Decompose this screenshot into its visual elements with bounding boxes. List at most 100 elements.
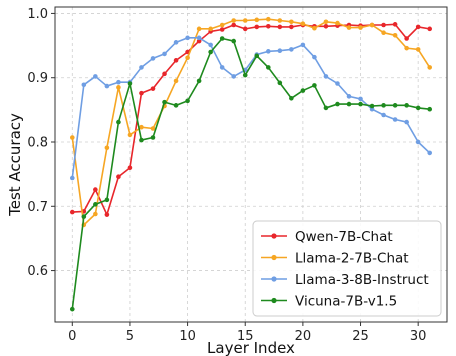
- data-point: [289, 95, 294, 101]
- data-point: [242, 18, 248, 23]
- data-point: [277, 18, 283, 23]
- data-point: [369, 106, 375, 112]
- data-point: [127, 132, 133, 138]
- data-point: [335, 20, 340, 26]
- legend-label: Qwen-7B-Chat: [295, 229, 393, 245]
- data-point: [69, 135, 75, 140]
- data-point: [265, 16, 271, 22]
- data-point: [323, 74, 329, 79]
- x-tick-label: 0: [68, 329, 76, 344]
- data-point: [162, 71, 167, 77]
- data-point: [265, 49, 271, 54]
- legend-item: Llama-3-8B-Instruct: [261, 272, 429, 288]
- y-tick-label: 0.9: [27, 71, 48, 86]
- data-point: [196, 38, 202, 44]
- legend-item: Llama-2-7B-Chat: [261, 251, 409, 267]
- legend-box: [252, 220, 442, 317]
- legend: Qwen-7B-Chat Llama-2-7B-Chat Llama-3-8B-In…: [252, 220, 442, 317]
- legend-label: Llama-3-8B-Instruct: [295, 272, 429, 288]
- data-point: [231, 22, 237, 28]
- data-point: [427, 106, 433, 112]
- data-point: [369, 103, 375, 109]
- data-point: [415, 24, 421, 30]
- data-point: [404, 119, 409, 125]
- y-tick-label: 0.8: [27, 136, 48, 151]
- data-point: [116, 119, 121, 125]
- data-point: [254, 53, 260, 59]
- data-point: [312, 54, 317, 60]
- data-point: [404, 45, 409, 51]
- x-tick-label: 15: [237, 329, 254, 344]
- data-point: [104, 83, 110, 89]
- data-point: [289, 47, 294, 52]
- data-point: [150, 56, 156, 61]
- x-tick-label: 5: [126, 329, 134, 344]
- data-point: [185, 98, 190, 104]
- series-line: [71, 37, 431, 179]
- data-point: [93, 74, 98, 79]
- data-point: [69, 209, 75, 215]
- data-point: [358, 96, 363, 102]
- series-llama-2-7b-chat: [69, 16, 433, 228]
- data-point: [358, 25, 363, 30]
- data-point: [392, 103, 398, 108]
- data-point: [415, 47, 421, 52]
- data-point: [358, 101, 363, 107]
- data-point: [427, 150, 433, 156]
- data-point: [185, 55, 190, 61]
- y-tick-label: 0.6: [27, 264, 48, 279]
- data-point: [323, 105, 329, 111]
- data-point: [173, 78, 179, 84]
- data-point: [196, 26, 202, 32]
- data-point: [346, 25, 352, 30]
- data-point: [300, 21, 306, 27]
- data-point: [69, 175, 75, 181]
- data-point: [312, 83, 317, 88]
- data-point: [208, 42, 213, 48]
- data-point: [116, 174, 121, 180]
- plot-frame: [54, 6, 448, 323]
- data-point: [415, 105, 421, 111]
- data-point: [231, 18, 237, 23]
- legend-item: Qwen-7B-Chat: [261, 229, 393, 245]
- data-point: [81, 214, 87, 219]
- data-point: [104, 197, 110, 203]
- data-point: [173, 103, 179, 108]
- data-point: [300, 88, 306, 93]
- data-point: [93, 187, 98, 192]
- data-point: [242, 72, 248, 78]
- data-point: [150, 126, 156, 131]
- data-point: [427, 65, 433, 70]
- data-point: [404, 36, 409, 41]
- data-point: [323, 19, 329, 25]
- data-point: [404, 103, 409, 108]
- data-point: [289, 24, 294, 30]
- data-point: [415, 139, 421, 145]
- data-point: [231, 74, 237, 79]
- data-point: [150, 86, 156, 91]
- data-point: [242, 26, 248, 32]
- data-point: [116, 85, 121, 90]
- legend-swatch-marker: [271, 297, 277, 304]
- data-point: [265, 65, 271, 70]
- data-point: [335, 101, 340, 107]
- data-point: [254, 17, 260, 23]
- data-point: [219, 65, 225, 70]
- data-point: [139, 137, 144, 143]
- x-tick-label: 25: [352, 329, 369, 344]
- data-point: [185, 35, 190, 41]
- data-point: [300, 42, 306, 48]
- data-point: [173, 40, 179, 45]
- series-layer: [69, 16, 433, 312]
- legend-label: Vicuna-7B-v1.5: [295, 294, 397, 310]
- data-point: [289, 19, 294, 25]
- data-point: [392, 22, 398, 27]
- data-point: [231, 38, 237, 44]
- data-point: [116, 79, 121, 85]
- y-axis-label: Test Accuracy: [6, 113, 24, 217]
- data-point: [346, 101, 352, 107]
- data-point: [196, 78, 202, 84]
- data-point: [219, 36, 225, 41]
- data-point: [277, 80, 283, 86]
- data-point: [346, 94, 352, 99]
